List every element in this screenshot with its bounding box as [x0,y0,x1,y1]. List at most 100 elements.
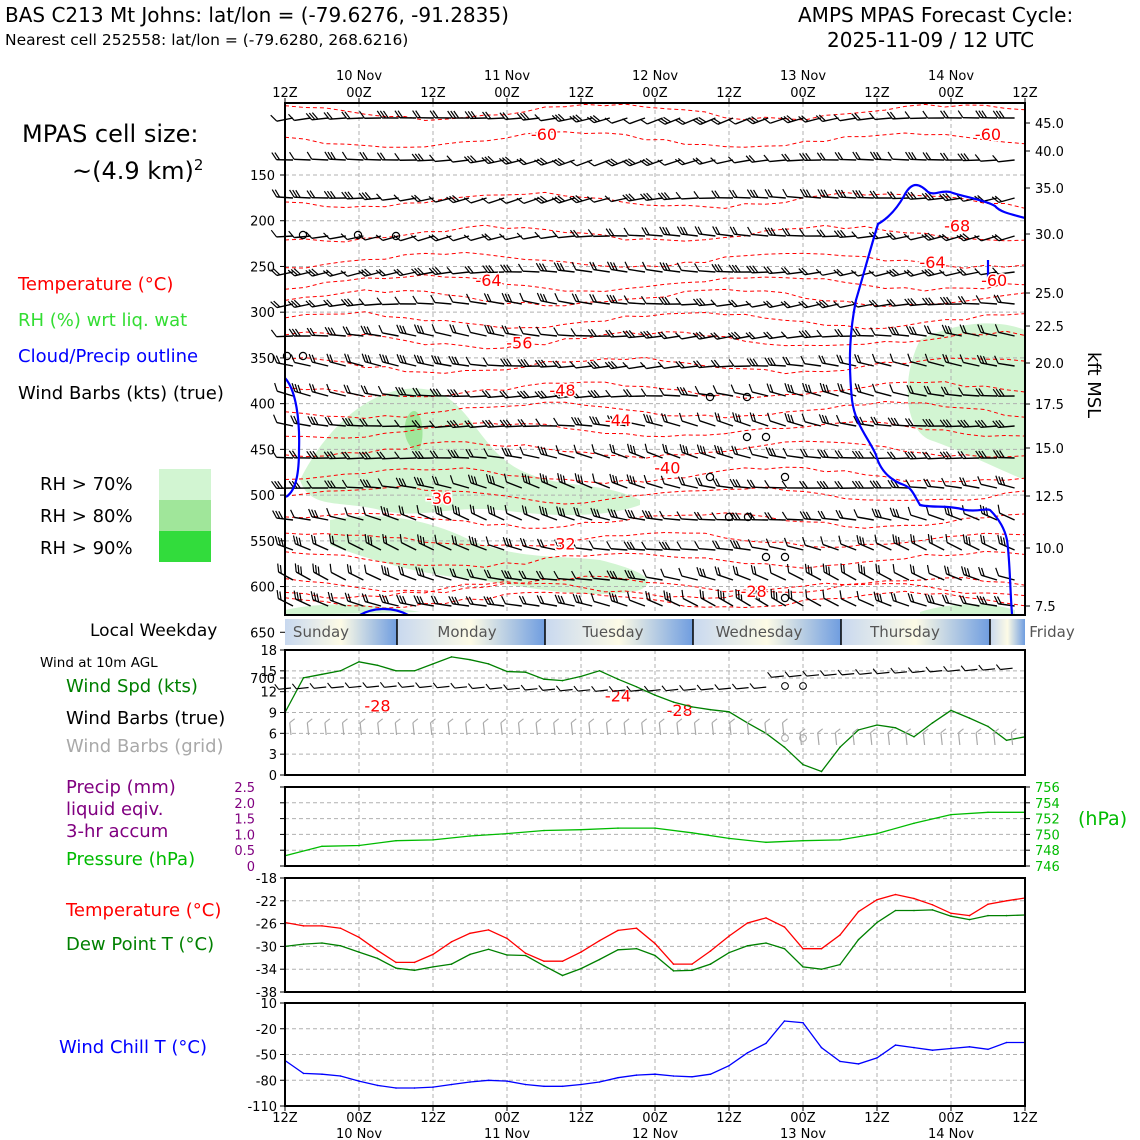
wind-barb-flag [994,324,1000,333]
wind-barb-flag [923,325,929,334]
surface-wind-barb-staff [947,669,960,672]
wind-barb [293,590,311,607]
wind-barb-flag [592,262,598,271]
temperature-line-point [709,950,712,952]
wind-barb-flag [394,296,401,305]
wind-barb-staff [875,599,892,607]
dewpoint-line-point [709,963,712,965]
temperature-contour-label: -48 [549,381,575,400]
wind-barb [589,261,610,273]
wind-barb-flag [432,567,437,576]
wind-barb-flag [735,540,741,549]
wind-barb-flag [484,324,489,333]
surface-wind-barb-flag [626,685,632,692]
wind-barb-staff [452,271,470,275]
wind-barb-flag [858,450,864,459]
wind-barb-flag [997,534,1001,544]
wind-barb [729,478,751,489]
wind-barb-flag [927,192,935,200]
wind-barb-flag [729,478,735,487]
legend-precip: Precip (mm) [66,777,176,798]
wind-barb-flag [572,115,580,122]
wind-barb-flag [418,450,424,459]
wind-barb-flag [992,267,999,275]
wind-barb-flag [961,566,965,575]
wind-barb-flag [607,508,612,517]
wind-barb [467,474,487,489]
height-tick-label: 12.5 [1035,490,1064,505]
wind-barb [411,419,434,428]
grid-wind-barb [993,728,1000,746]
wind-barb-flag [625,193,633,201]
wind-barb [361,353,382,367]
wind-barb-staff [488,512,505,521]
wind-barb-flag [992,449,999,458]
wind-barb-staff [453,512,470,521]
legend-precip-accum: 3-hr accum [66,821,169,842]
wind-barb-flag [699,298,706,306]
wind-barb-flag [995,110,1002,119]
wind-barb-flag [378,594,384,603]
value-tick-label: -80 [256,1074,277,1089]
wind-barb-flag [432,110,439,119]
wind-barb-flag [367,535,370,545]
wind-barb-staff [998,575,1015,581]
temperature-line-point [395,961,397,964]
wind-barb-staff [628,365,646,370]
temperature-line-point [691,963,693,965]
wind-barb-flag [452,504,455,514]
wind-barb-flag [305,270,313,277]
top-day-label: 11 Nov [484,69,530,84]
wind-speed-line-point [432,663,434,665]
wind-barb [324,416,346,427]
wind-barb-staff [718,597,734,607]
wind-barb-flag [858,480,864,489]
wind-barb-flag [504,447,510,457]
bottom-hour-tick-label: 12Z [1012,1111,1038,1126]
wind-barb-flag [854,112,861,121]
wind-barb-flag [630,570,636,579]
wind-barb-flag [802,152,809,161]
wind-barb [363,564,382,581]
pressure-tick-label: 600 [250,581,275,596]
wind-barb-flag [346,564,350,573]
wind-barb-flag [271,152,278,161]
height-tick-label: 10.0 [1035,542,1064,557]
wind-barb-flag [481,233,489,241]
wind-barb-flag [499,390,506,399]
grid-wind-barb-flag [922,728,929,734]
wind-barb [626,474,646,489]
wind-barb-flag [626,474,630,483]
wind-barb [570,328,593,337]
temperature-line-point [506,937,508,940]
wind-barb-flag [946,566,950,576]
wind-barb [839,590,857,607]
wind-barb [326,353,346,367]
wind-barb [695,477,716,489]
wind-barb-flag [629,475,633,484]
wind-speed-line-point [950,709,952,712]
wind-barb [344,507,364,521]
wind-barb-flag [570,328,577,336]
wind-barb [288,328,311,337]
wind-barb-flag [787,413,792,423]
wind-barb-flag [327,591,331,601]
wind-barb-staff [770,572,787,581]
surface-wind-barb-flag [907,667,913,673]
wind-barb [748,446,769,459]
surface-wind-barb [538,685,556,691]
wind-barb-flag [978,566,982,576]
wind-barb-flag [431,355,436,364]
wind-barb [889,507,910,521]
wind-barb-flag [345,326,351,335]
wind-barb-flag [274,480,281,489]
wind-barb [411,267,434,276]
wind-barb-flag [519,292,524,302]
surface-wind-barb [819,670,837,677]
wind-barb-flag [962,325,967,334]
surface-wind-barb-staff [753,686,767,689]
wind-barb [764,512,786,521]
temperature-line-point [358,936,360,939]
wind-barb-flag [798,301,806,309]
wind-barb-flag [977,420,985,428]
